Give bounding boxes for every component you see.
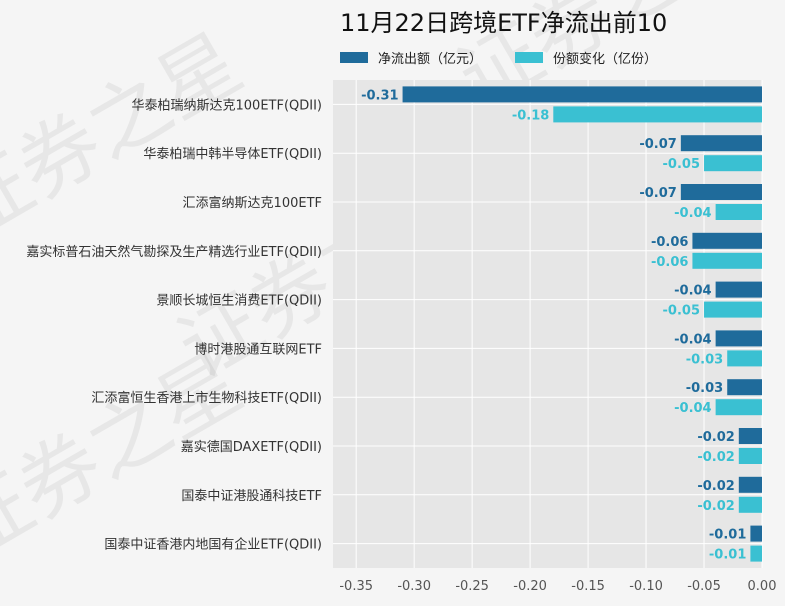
- grid: [333, 80, 763, 568]
- bar: [680, 135, 762, 152]
- bar: [750, 525, 762, 542]
- x-tick-label: -0.30: [397, 579, 431, 594]
- chart-title: 11月22日跨境ETF净流出前10: [340, 9, 667, 37]
- bar: [402, 86, 762, 103]
- bar: [738, 496, 762, 513]
- legend-swatch: [340, 52, 368, 63]
- bar: [727, 379, 762, 396]
- data-label: -0.02: [697, 479, 734, 494]
- data-label: -0.18: [512, 108, 549, 123]
- data-label: -0.03: [686, 381, 723, 396]
- bar: [715, 281, 762, 298]
- data-label: -0.05: [663, 157, 700, 172]
- data-label: -0.04: [674, 284, 711, 299]
- data-label: -0.04: [674, 401, 711, 416]
- bar: [680, 184, 762, 200]
- category-label: 汇添富纳斯达克100ETF: [183, 195, 322, 211]
- watermark-text: 证券之星: [0, 16, 257, 257]
- bar: [727, 350, 762, 367]
- data-label: -0.07: [639, 186, 676, 201]
- bar: [692, 252, 762, 269]
- plot-area: [333, 80, 762, 568]
- bars: -0.31 -0.18 -0.07 -0.05 -0.07 -0.04 -0.06 -0.06…: [361, 86, 762, 563]
- category-label: 华泰柏瑞中韩半导体ETF(QDII): [143, 147, 322, 162]
- category-labels: 华泰柏瑞纳斯达克100ETF(QDII) 华泰柏瑞中韩半导体ETF(QDII) 汇添…: [26, 98, 322, 552]
- category-label: 嘉实德国DAXETF(QDII): [181, 440, 322, 455]
- data-label: -0.02: [697, 430, 734, 445]
- bar: [704, 301, 762, 318]
- bar: [715, 204, 762, 220]
- data-label: -0.06: [651, 235, 688, 250]
- data-label: -0.02: [697, 499, 734, 514]
- data-label: -0.01: [709, 528, 746, 543]
- category-label: 博时港股通互联网ETF: [194, 342, 322, 357]
- bar: [692, 232, 762, 249]
- bar: [738, 476, 762, 493]
- x-tick-label: -0.20: [513, 579, 547, 594]
- data-label: -0.31: [361, 88, 398, 103]
- category-label: 华泰柏瑞纳斯达克100ETF(QDII): [132, 98, 323, 113]
- data-label: -0.07: [639, 137, 676, 152]
- data-label: -0.05: [663, 304, 700, 319]
- data-label: -0.04: [674, 206, 711, 221]
- legend-swatch: [515, 52, 543, 63]
- x-tick-label: -0.15: [571, 579, 605, 594]
- data-label: -0.06: [651, 255, 688, 270]
- bar: [738, 448, 762, 464]
- category-label: 嘉实标普石油天然气勘探及生产精选行业ETF(QDII): [26, 244, 322, 260]
- category-label: 国泰中证香港内地国有企业ETF(QDII): [104, 537, 322, 553]
- legend-label: 份额变化（亿份）: [553, 51, 657, 67]
- bar: [738, 428, 762, 444]
- bar: [704, 155, 762, 172]
- x-tick-label: -0.10: [629, 579, 663, 594]
- legend-label: 净流出额（亿元）: [378, 52, 482, 67]
- x-axis-ticks: -0.35 -0.30 -0.25 -0.20 -0.15 -0.10 -0.05 0.00: [339, 579, 776, 594]
- bar: [750, 545, 762, 562]
- data-label: -0.02: [697, 450, 734, 465]
- bar: [715, 330, 762, 347]
- bar: [553, 106, 762, 123]
- legend: 净流出额（亿元） 份额变化（亿份）: [340, 51, 657, 67]
- x-tick-label: -0.35: [339, 579, 373, 594]
- category-label: 景顺长城恒生消费ETF(QDII): [156, 294, 322, 309]
- x-tick-label: -0.25: [455, 579, 489, 594]
- category-label: 汇添富恒生香港上市生物科技ETF(QDII): [91, 390, 322, 406]
- data-label: -0.03: [686, 352, 723, 367]
- data-label: -0.04: [674, 332, 711, 347]
- x-tick-label: 0.00: [748, 579, 777, 594]
- bar: [715, 399, 762, 416]
- category-label: 国泰中证港股通科技ETF: [181, 489, 322, 504]
- data-label: -0.01: [709, 548, 746, 563]
- x-tick-label: -0.05: [687, 579, 721, 594]
